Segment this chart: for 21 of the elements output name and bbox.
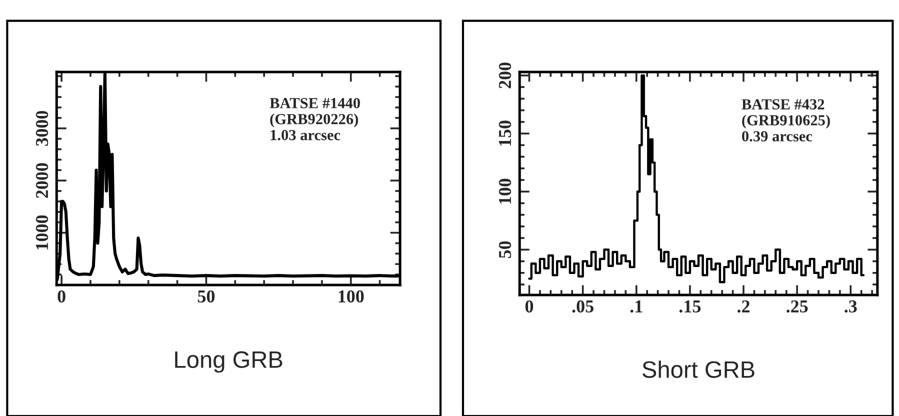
x-axis-title: Long GRB: [175, 351, 282, 373]
x-tick-label: .05: [572, 300, 594, 313]
x-tick-label: .2: [738, 300, 750, 313]
annotation: BATSE #1440 (GRB920226) 1.03 arcsec: [270, 98, 360, 140]
annotation: BATSE #432 (GRB910625) 0.39 arcsec: [742, 99, 830, 142]
y-tick-label: 100: [498, 178, 512, 204]
x-tick-label: 50: [198, 290, 215, 303]
y-tick-label: 150: [498, 120, 512, 146]
x-tick-label: .25: [786, 300, 808, 313]
x-tick-label: .3: [844, 300, 857, 313]
x-tick-label: 100: [338, 290, 364, 303]
x-tick-label: .1: [630, 300, 642, 313]
x-tick-label: 0: [58, 290, 66, 303]
x-tick-label: 0: [525, 300, 534, 313]
y-tick-label: 50: [498, 241, 512, 258]
x-axis-title: Short GRB: [642, 360, 754, 378]
y-tick-label: 3000: [36, 110, 48, 146]
y-tick-label: 200: [498, 62, 512, 88]
x-tick-label: .15: [679, 300, 701, 313]
y-tick-label: 2000: [36, 163, 48, 198]
y-tick-label: 1000: [36, 215, 48, 250]
